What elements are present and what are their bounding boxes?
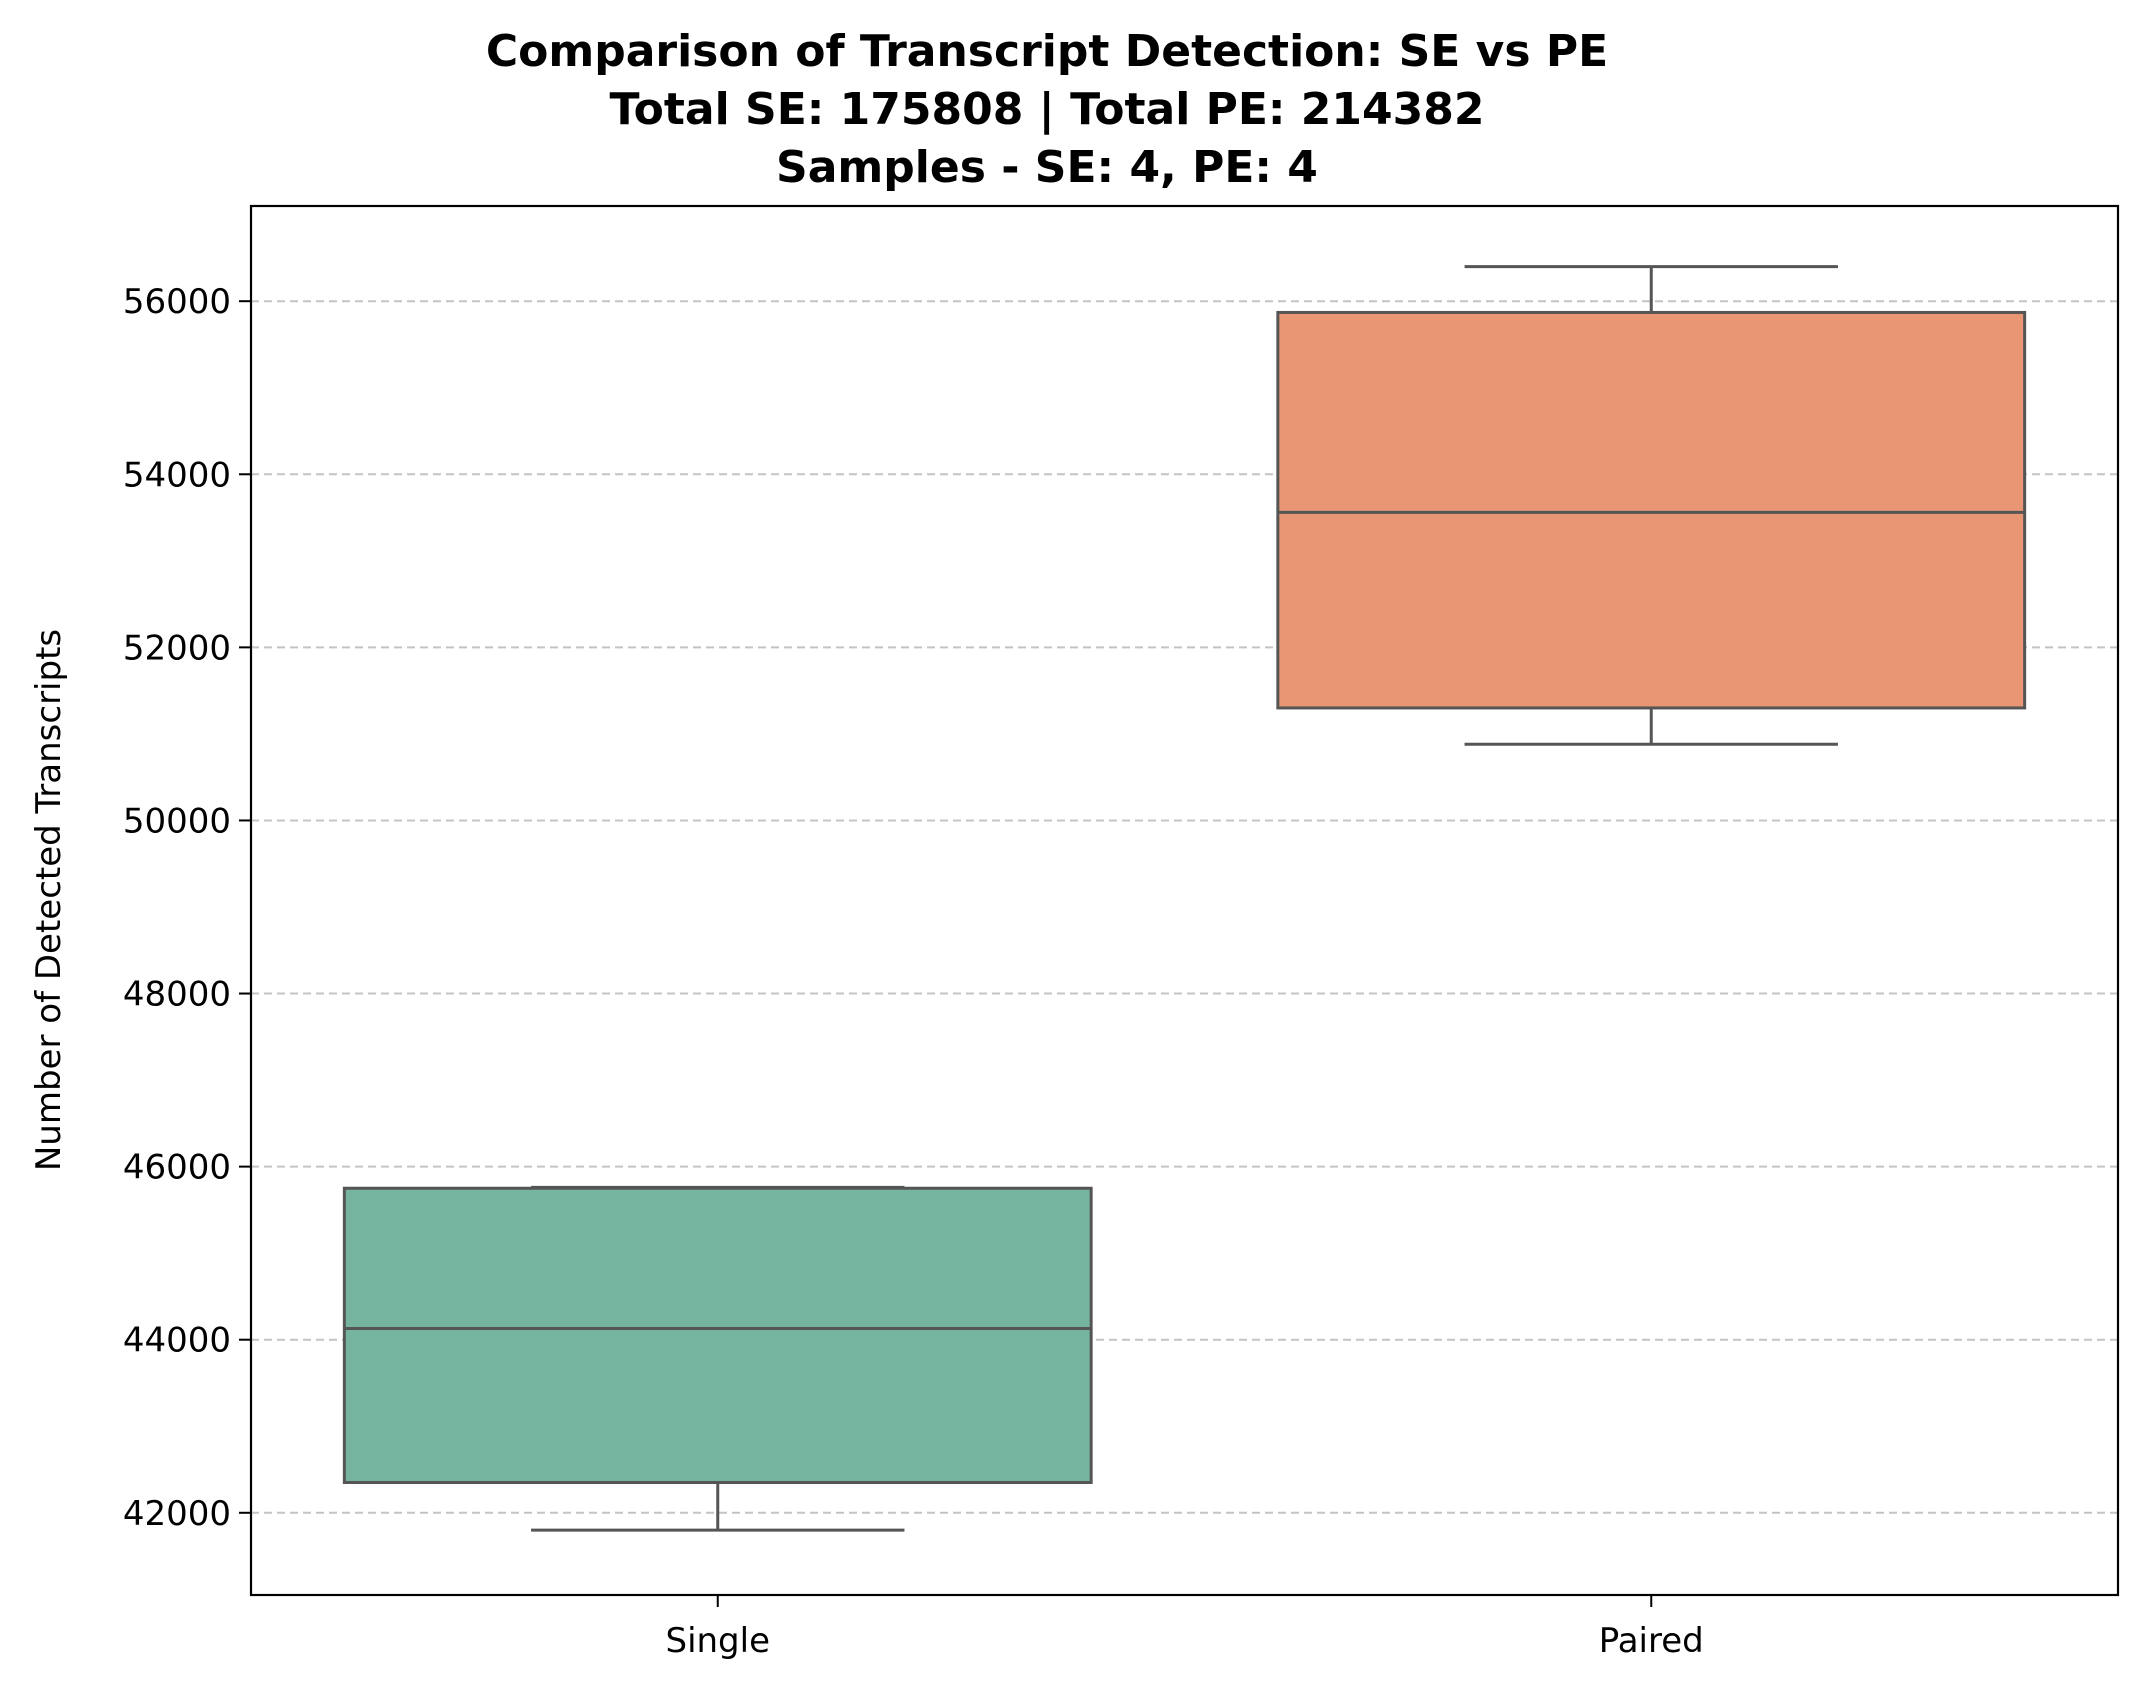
chart-title: Comparison of Transcript Detection: SE v… xyxy=(486,26,1608,193)
y-tick-label-56000: 56000 xyxy=(123,282,231,322)
y-axis-label: Number of Detected Transcripts xyxy=(29,629,69,1171)
y-tick-label-48000: 48000 xyxy=(123,975,231,1015)
x-tick-label-single: Single xyxy=(665,1621,770,1661)
paired-iqr-box xyxy=(1276,310,2027,710)
single-iqr-box xyxy=(342,1186,1093,1484)
y-tick-label-42000: 42000 xyxy=(123,1494,231,1534)
y-tick-label-46000: 46000 xyxy=(123,1148,231,1188)
title-line-2: Total SE: 175808 | Total PE: 214382 xyxy=(609,84,1484,135)
x-tick-label-paired: Paired xyxy=(1599,1621,1704,1661)
title-line-3: Samples - SE: 4, PE: 4 xyxy=(776,142,1318,193)
y-tick-label-54000: 54000 xyxy=(123,455,231,495)
y-tick-label-52000: 52000 xyxy=(123,628,231,668)
x-axis-ticks: Single Paired xyxy=(665,1595,1704,1661)
y-tick-label-50000: 50000 xyxy=(123,801,231,841)
box-single xyxy=(342,1185,1093,1532)
plot-area-frame xyxy=(249,204,2120,1597)
y-axis-ticks: 42000 44000 46000 48000 50000 52000 54000 56000 xyxy=(123,282,251,1534)
box-paired xyxy=(1276,265,2027,746)
title-line-1: Comparison of Transcript Detection: SE v… xyxy=(486,26,1608,77)
y-tick-label-44000: 44000 xyxy=(123,1321,231,1361)
boxes xyxy=(342,265,2027,1532)
